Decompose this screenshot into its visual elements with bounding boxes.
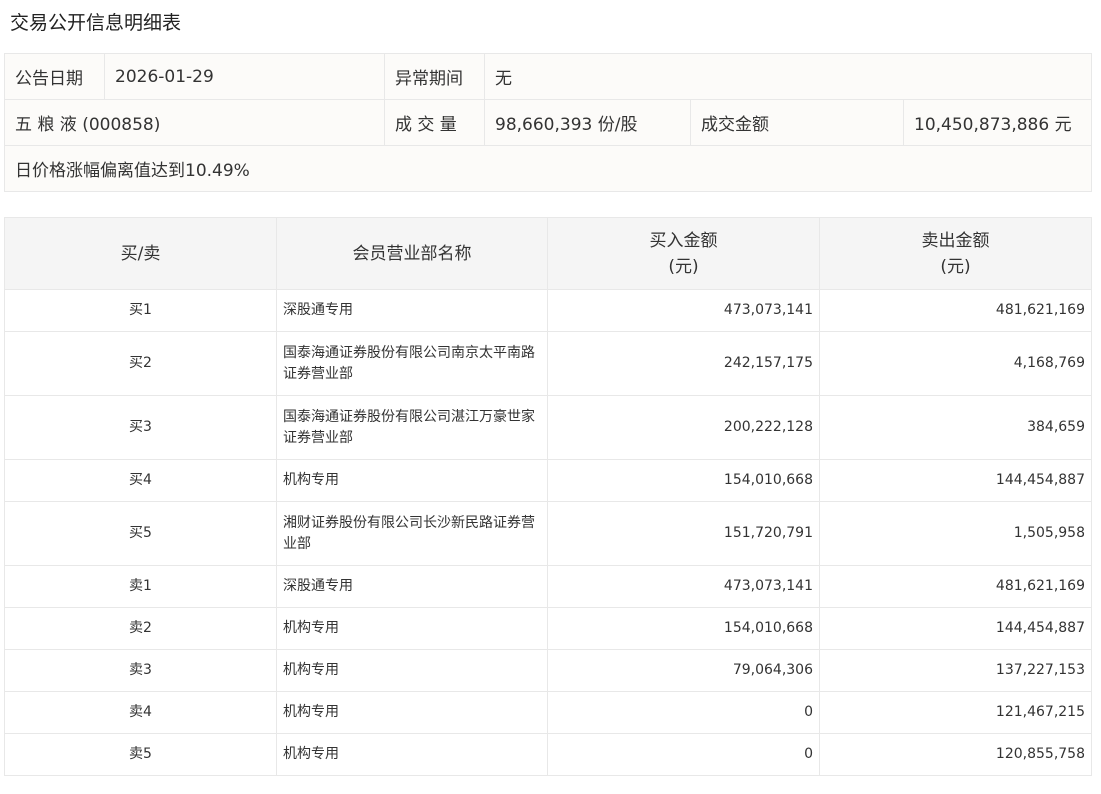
table-row: 买1 深股通专用 473,073,141 481,621,169 <box>4 289 1092 332</box>
branch-cell: 机构专用 <box>276 733 548 776</box>
sell-amount-cell: 144,454,887 <box>819 607 1092 650</box>
sell-amount-cell: 121,467,215 <box>819 691 1092 734</box>
branch-cell: 湘财证券股份有限公司长沙新民路证券营业部 <box>276 501 548 566</box>
table-row: 买4 机构专用 154,010,668 144,454,887 <box>4 459 1092 502</box>
buy-amount-cell: 79,064,306 <box>547 649 820 692</box>
buy-amount-cell: 242,157,175 <box>547 331 820 396</box>
header-branch: 会员营业部名称 <box>276 217 548 290</box>
branch-cell: 机构专用 <box>276 607 548 650</box>
volume-label: 成 交 量 <box>384 99 485 146</box>
branch-cell: 深股通专用 <box>276 289 548 332</box>
side-cell: 卖5 <box>4 733 277 776</box>
sell-amount-cell: 481,621,169 <box>819 565 1092 608</box>
buy-amount-cell: 200,222,128 <box>547 395 820 460</box>
side-cell: 卖2 <box>4 607 277 650</box>
sell-amount-cell: 137,227,153 <box>819 649 1092 692</box>
side-cell: 买3 <box>4 395 277 460</box>
sell-amount-cell: 1,505,958 <box>819 501 1092 566</box>
side-cell: 买5 <box>4 501 277 566</box>
sell-amount-cell: 481,621,169 <box>819 289 1092 332</box>
table-row: 卖4 机构专用 0 121,467,215 <box>4 691 1092 734</box>
info-table: 公告日期 2026-01-29 异常期间 无 五 粮 液 (000858) 成 … <box>3 53 1093 192</box>
side-cell: 卖4 <box>4 691 277 734</box>
page-title: 交易公开信息明细表 <box>10 12 182 34</box>
table-row: 买5 湘财证券股份有限公司长沙新民路证券营业部 151,720,791 1,505,9… <box>4 501 1092 566</box>
info-row: 公告日期 2026-01-29 异常期间 无 <box>4 53 1093 100</box>
buy-amount-cell: 154,010,668 <box>547 459 820 502</box>
header-buy: 买入金额 (元) <box>547 217 820 290</box>
table-row: 卖1 深股通专用 473,073,141 481,621,169 <box>4 565 1092 608</box>
amount-label: 成交金额 <box>690 99 904 146</box>
date-label: 公告日期 <box>4 53 105 100</box>
info-row: 日价格涨幅偏离值达到10.49% <box>3 145 1093 192</box>
buy-amount-cell: 151,720,791 <box>547 501 820 566</box>
table-row: 买2 国泰海通证券股份有限公司南京太平南路证券营业部 242,157,175 4,16… <box>4 331 1092 396</box>
buy-amount-cell: 473,073,141 <box>547 289 820 332</box>
sell-amount-cell: 120,855,758 <box>819 733 1092 776</box>
period-value: 无 <box>483 53 1093 100</box>
branch-cell: 深股通专用 <box>276 565 548 608</box>
buy-amount-cell: 154,010,668 <box>547 607 820 650</box>
branch-cell: 机构专用 <box>276 459 548 502</box>
side-cell: 买4 <box>4 459 277 502</box>
buy-amount-cell: 0 <box>547 691 820 734</box>
reason: 日价格涨幅偏离值达到10.49% <box>3 145 1093 192</box>
detail-table: 买/卖 会员营业部名称 买入金额 (元) 卖出金额 (元) 买1 深股通专用 473,07… <box>4 217 1092 776</box>
table-row: 卖2 机构专用 154,010,668 144,454,887 <box>4 607 1092 650</box>
amount-value: 10,450,873,886 元 <box>902 99 1093 146</box>
header-side: 买/卖 <box>4 217 277 290</box>
stock-name: 五 粮 液 (000858) <box>4 99 385 146</box>
buy-amount-cell: 0 <box>547 733 820 776</box>
branch-cell: 国泰海通证券股份有限公司湛江万豪世家证券营业部 <box>276 395 548 460</box>
info-row: 五 粮 液 (000858) 成 交 量 98,660,393 份/股 成交金额… <box>4 99 1093 146</box>
branch-cell: 机构专用 <box>276 691 548 734</box>
sell-amount-cell: 384,659 <box>819 395 1092 460</box>
side-cell: 买1 <box>4 289 277 332</box>
branch-cell: 国泰海通证券股份有限公司南京太平南路证券营业部 <box>276 331 548 396</box>
volume-value: 98,660,393 份/股 <box>484 99 691 146</box>
table-row: 买3 国泰海通证券股份有限公司湛江万豪世家证券营业部 200,222,128 384,… <box>4 395 1092 460</box>
table-row: 卖5 机构专用 0 120,855,758 <box>4 733 1092 776</box>
sell-amount-cell: 144,454,887 <box>819 459 1092 502</box>
header-row: 买/卖 会员营业部名称 买入金额 (元) 卖出金额 (元) <box>4 217 1092 290</box>
header-sell: 卖出金额 (元) <box>819 217 1092 290</box>
side-cell: 买2 <box>4 331 277 396</box>
table-row: 卖3 机构专用 79,064,306 137,227,153 <box>4 649 1092 692</box>
sell-amount-cell: 4,168,769 <box>819 331 1092 396</box>
branch-cell: 机构专用 <box>276 649 548 692</box>
buy-amount-cell: 473,073,141 <box>547 565 820 608</box>
side-cell: 卖1 <box>4 565 277 608</box>
side-cell: 卖3 <box>4 649 277 692</box>
date-value: 2026-01-29 <box>104 53 385 100</box>
period-label: 异常期间 <box>384 53 485 100</box>
